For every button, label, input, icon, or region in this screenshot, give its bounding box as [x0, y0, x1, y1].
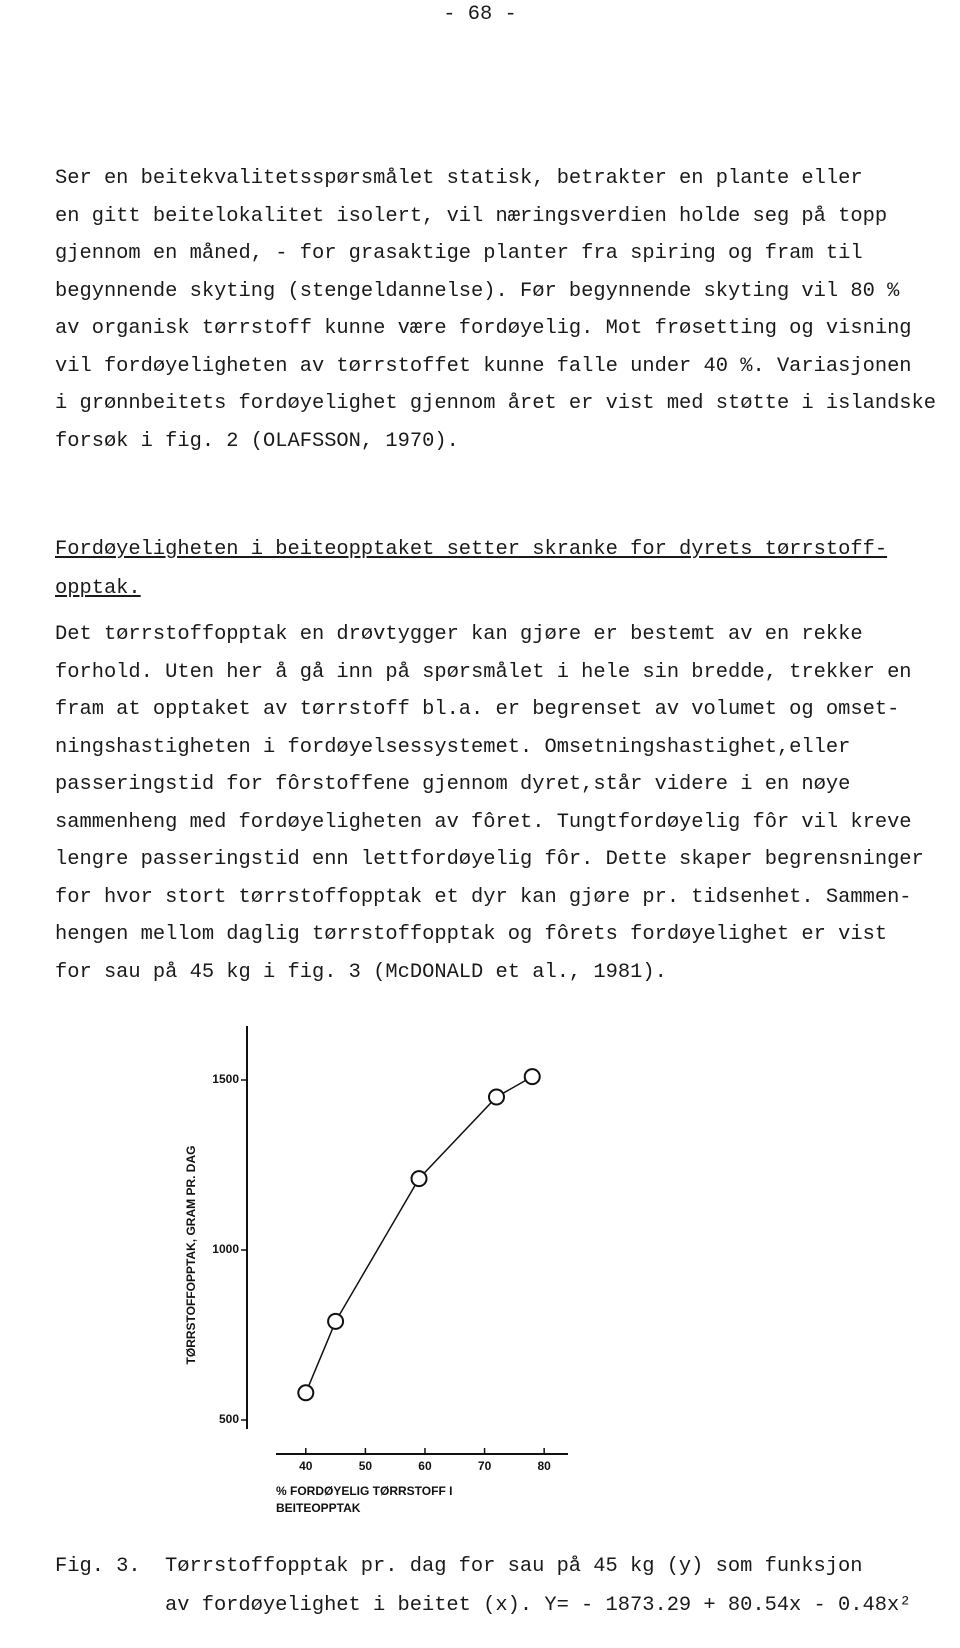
paragraph-1-line: Ser en beitekvalitetsspørsmålet statisk,… — [55, 167, 863, 190]
x-tick-label: 60 — [418, 1459, 432, 1473]
paragraph-2-line: lengre passeringstid enn lettfordøyelig … — [55, 848, 924, 871]
data-point — [410, 1170, 428, 1188]
paragraph-1-line: i grønnbeitets fordøyelighet gjennom åre… — [55, 392, 937, 415]
x-axis-label: BEITEOPPTAK — [276, 1501, 361, 1515]
data-point — [327, 1312, 345, 1330]
caption-line: Tørrstoffopptak pr. dag for sau på 45 kg… — [165, 1555, 863, 1578]
caption-line: av fordøyelighet i beitet (x). Y= - 1873… — [165, 1594, 912, 1617]
paragraph-1-line: av organisk tørrstoff kunne være fordøye… — [55, 317, 912, 340]
paragraph-1-line: begynnende skyting (stengeldannelse). Fø… — [55, 279, 900, 303]
data-point — [297, 1384, 315, 1402]
data-point — [523, 1068, 541, 1086]
x-tick-label: 70 — [478, 1459, 492, 1473]
paragraph-2-line: fram at opptaket av tørrstoff bl.a. er b… — [55, 698, 900, 721]
paragraph-2-line: hengen mellom daglig tørrstoffopptak og … — [55, 923, 888, 946]
fit-line — [305, 1075, 533, 1394]
heading-line: opptak. — [55, 577, 141, 600]
paragraph-2-line: sammenheng med fordøyeligheten av fôret.… — [55, 810, 912, 834]
paragraph-2-line: Det tørrstoffopptak en drøvtygger kan gj… — [55, 623, 863, 646]
heading-line: Fordøyeligheten i beiteopptaket setter s… — [55, 538, 888, 561]
paragraph-2-line: forhold. Uten her å gå inn på spørsmålet… — [55, 660, 912, 684]
y-tick-label: 1000 — [212, 1242, 239, 1256]
paragraph-1-line: gjennom en måned, - for grasaktige plant… — [55, 242, 863, 265]
paragraph-2-line: for sau på 45 kg i fig. 3 (McDONALD et a… — [55, 960, 667, 984]
y-tick-label: 500 — [219, 1412, 239, 1426]
paragraph-1-line: en gitt beitelokalitet isolert, vil næri… — [55, 204, 888, 228]
data-point — [487, 1088, 505, 1106]
x-tick-label: 80 — [537, 1459, 551, 1473]
y-tick-label: 1500 — [212, 1072, 239, 1086]
paragraph-1-line: vil fordøyeligheten av tørrstoffet kunne… — [55, 354, 912, 378]
page-number: - 68 - — [443, 3, 517, 26]
caption-label: Fig. 3. — [55, 1555, 141, 1578]
y-axis-label: TØRRSTOFFOPPTAK, GRAM PR. DAG — [184, 1146, 198, 1365]
paragraph-2-line: ningshastigheten i fordøyelsessystemet. … — [55, 735, 851, 759]
x-axis-label: % FORDØYELIG TØRRSTOFF I — [276, 1484, 452, 1498]
paragraph-2-line: passeringstid for fôrstoffene gjennom dy… — [55, 773, 851, 796]
paragraph-2-line: for hvor stort tørrstoffopptak et dyr ka… — [55, 885, 912, 909]
x-tick-label: 50 — [359, 1459, 373, 1473]
x-tick-label: 40 — [299, 1459, 313, 1473]
paragraph-1-line: forsøk i fig. 2 (OLAFSSON, 1970). — [55, 429, 459, 453]
